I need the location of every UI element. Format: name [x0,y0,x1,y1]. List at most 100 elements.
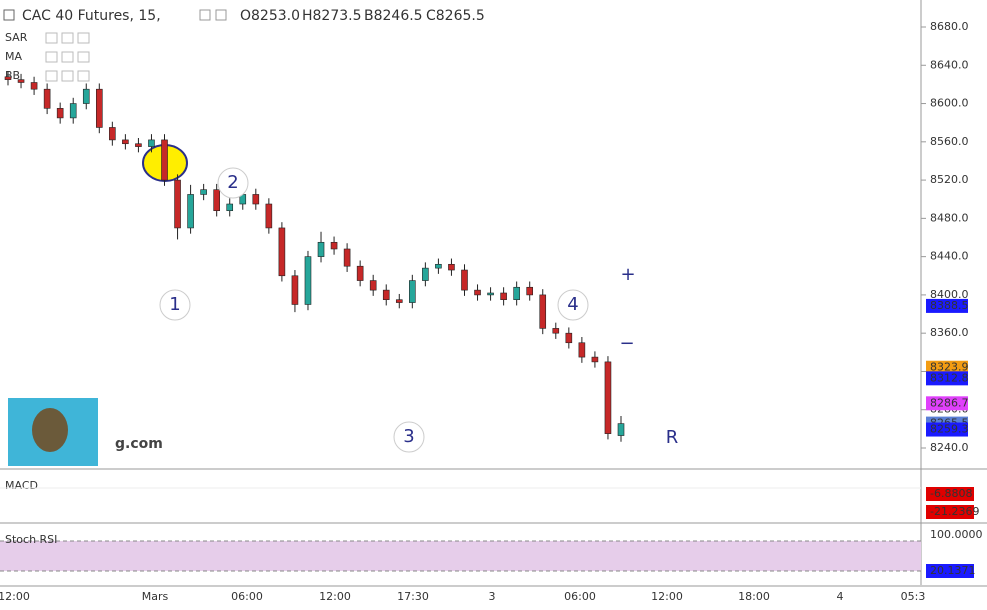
candle-body [187,194,194,229]
ohlc-value: B8246.5 [364,8,423,24]
annotation-circle [217,167,249,199]
candle-body [82,88,90,104]
candle-body [265,203,273,229]
ohlc-value: O8253.0 [240,8,300,24]
macd-tag-bg [926,487,974,501]
candle-body [474,289,481,296]
candle-body [565,332,573,344]
candle-body [552,328,560,334]
indicator-label: SAR [5,31,28,44]
mascot: g.com [8,398,163,466]
candle-body [200,189,207,195]
candle-body [122,139,129,145]
candle-body [148,139,155,147]
candle-body [604,361,612,434]
y-tick-label: 8640.0 [930,58,969,71]
indicator-button[interactable] [61,32,74,44]
annotation: R [666,427,679,448]
price-tag-bg [926,422,968,437]
x-tick-label: 12:00 [319,590,351,603]
candle-body [578,342,586,358]
candle-body [500,292,507,300]
candle-body [487,292,494,296]
candle-body [539,294,547,329]
candle-body [591,356,599,363]
price-tag-bg [926,396,968,411]
candle-body [135,143,142,147]
x-tick-label: 17:30 [397,590,429,603]
indicator-button[interactable] [61,51,74,63]
stoch-tag: 20.1371 [930,564,976,577]
annotation: 2 [227,172,238,193]
y-tick-label: 8480.0 [930,211,969,224]
price-tag: 8323.9 [930,361,969,374]
candle-body [409,280,416,303]
annotation-circle [393,421,425,453]
stoch-tag-bg [926,564,974,578]
indicator-button[interactable] [45,70,58,82]
indicator-button[interactable] [77,51,90,63]
ohlc-value: H8273.5 [302,8,362,24]
annotation: 3 [403,426,414,447]
macd-label: MACD [5,479,38,492]
candle-body [513,286,520,300]
y-tick-label: 8240.0 [930,441,969,454]
stoch-band [0,541,921,571]
candle-body [252,194,260,205]
settings-icon[interactable] [215,9,227,21]
price-tag: 8259.3 [930,423,969,436]
candle-body [95,88,103,128]
candle-body [30,82,38,90]
stoch-tick: 100.0000 [930,528,983,541]
chart-title: CAC 40 Futures, 15, [22,8,161,24]
candle-body [213,189,220,212]
candle-body [278,227,286,277]
indicator-button[interactable] [77,70,90,82]
candle-body [356,265,364,281]
settings-icon[interactable] [199,9,211,21]
candle-body [448,263,455,271]
candle-body [343,248,351,267]
indicator-button[interactable] [45,32,58,44]
candle-body [526,286,534,296]
ohlc-value: C8265.5 [426,8,485,24]
price-tag: 8388.5 [930,299,969,312]
candle-body [461,269,468,291]
annotation: 4 [567,294,578,315]
x-tick-label: 06:00 [231,590,263,603]
candle-body [369,280,377,291]
candle-body [291,275,299,305]
y-tick-label: 8600.0 [930,97,969,110]
indicator-label: MA [5,50,22,63]
x-tick-label: 3 [489,590,496,603]
candle-body [317,241,325,257]
candle-body [304,256,312,305]
price-tag: 8312.8 [930,371,969,384]
x-tick-label: 18:00 [738,590,770,603]
y-tick-label: 8520.0 [930,173,969,186]
collapse-icon[interactable] [3,9,15,21]
macd-tag-bg [926,505,974,519]
candle-body [435,263,442,269]
candle-body [226,203,234,212]
candle-body [4,76,12,80]
candle-body [109,127,116,141]
x-tick-label: 12:00 [0,590,30,603]
logo-fragment: g.com [115,436,163,452]
indicator-button[interactable] [77,32,90,44]
indicator-button[interactable] [61,70,74,82]
annotation: − [619,333,634,354]
candle-body [617,423,625,436]
y-tick-label: 8680.0 [930,20,969,33]
stoch-label: Stoch RSI [5,533,57,546]
x-tick-label: 06:00 [564,590,596,603]
indicator-button[interactable] [45,51,58,63]
annotation-circle [557,289,589,321]
annotation-circle [159,289,191,321]
candle-body [43,88,51,109]
candle-body [174,179,181,229]
candle-body [17,79,25,83]
x-tick-label: 05:3 [901,590,926,603]
macd-tag: -21.2369 [930,505,979,518]
